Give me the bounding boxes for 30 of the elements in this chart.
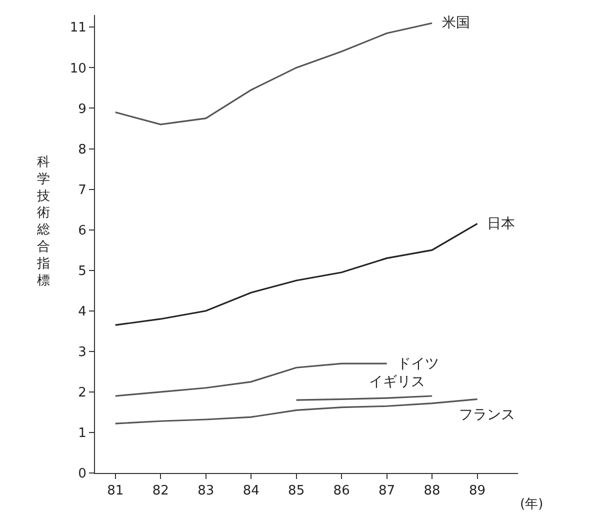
y-axis-title: 科学技術総合指標 [36,155,50,288]
y-tick-label: 8 [78,142,86,158]
series-label: ドイツ [397,356,439,372]
x-tick-label: 82 [152,484,169,499]
y-tick-label: 3 [78,344,86,360]
series-label: フランス [459,407,515,423]
y-tick-label: 1 [78,426,86,442]
series-label: 日本 [487,216,515,232]
line-series [114,222,478,326]
x-tick-label: 88 [424,484,440,499]
x-tick-label: 84 [242,484,260,499]
y-tick-label: 4 [78,304,86,320]
line-series [114,22,433,126]
x-tick-label: 85 [288,484,305,499]
x-tick-label: 86 [333,484,350,499]
y-tick-label: 2 [78,385,86,400]
x-tick-label: 83 [198,484,214,499]
x-tick-label: 87 [378,484,396,499]
series-label: 米国 [442,15,470,31]
y-tick-label: 9 [78,102,86,117]
x-tick-label: 89 [469,484,486,499]
y-tick-label: 7 [78,182,86,198]
y-tick-label: 0 [78,466,86,482]
y-tick-label: 6 [78,223,86,238]
x-tick-label: 81 [107,484,124,499]
series-label: イギリス [369,374,425,390]
y-tick-label: 11 [70,20,86,36]
y-tick-label: 10 [70,61,86,76]
x-axis-title: (年) [520,497,544,512]
y-tick-label: 5 [78,264,86,279]
